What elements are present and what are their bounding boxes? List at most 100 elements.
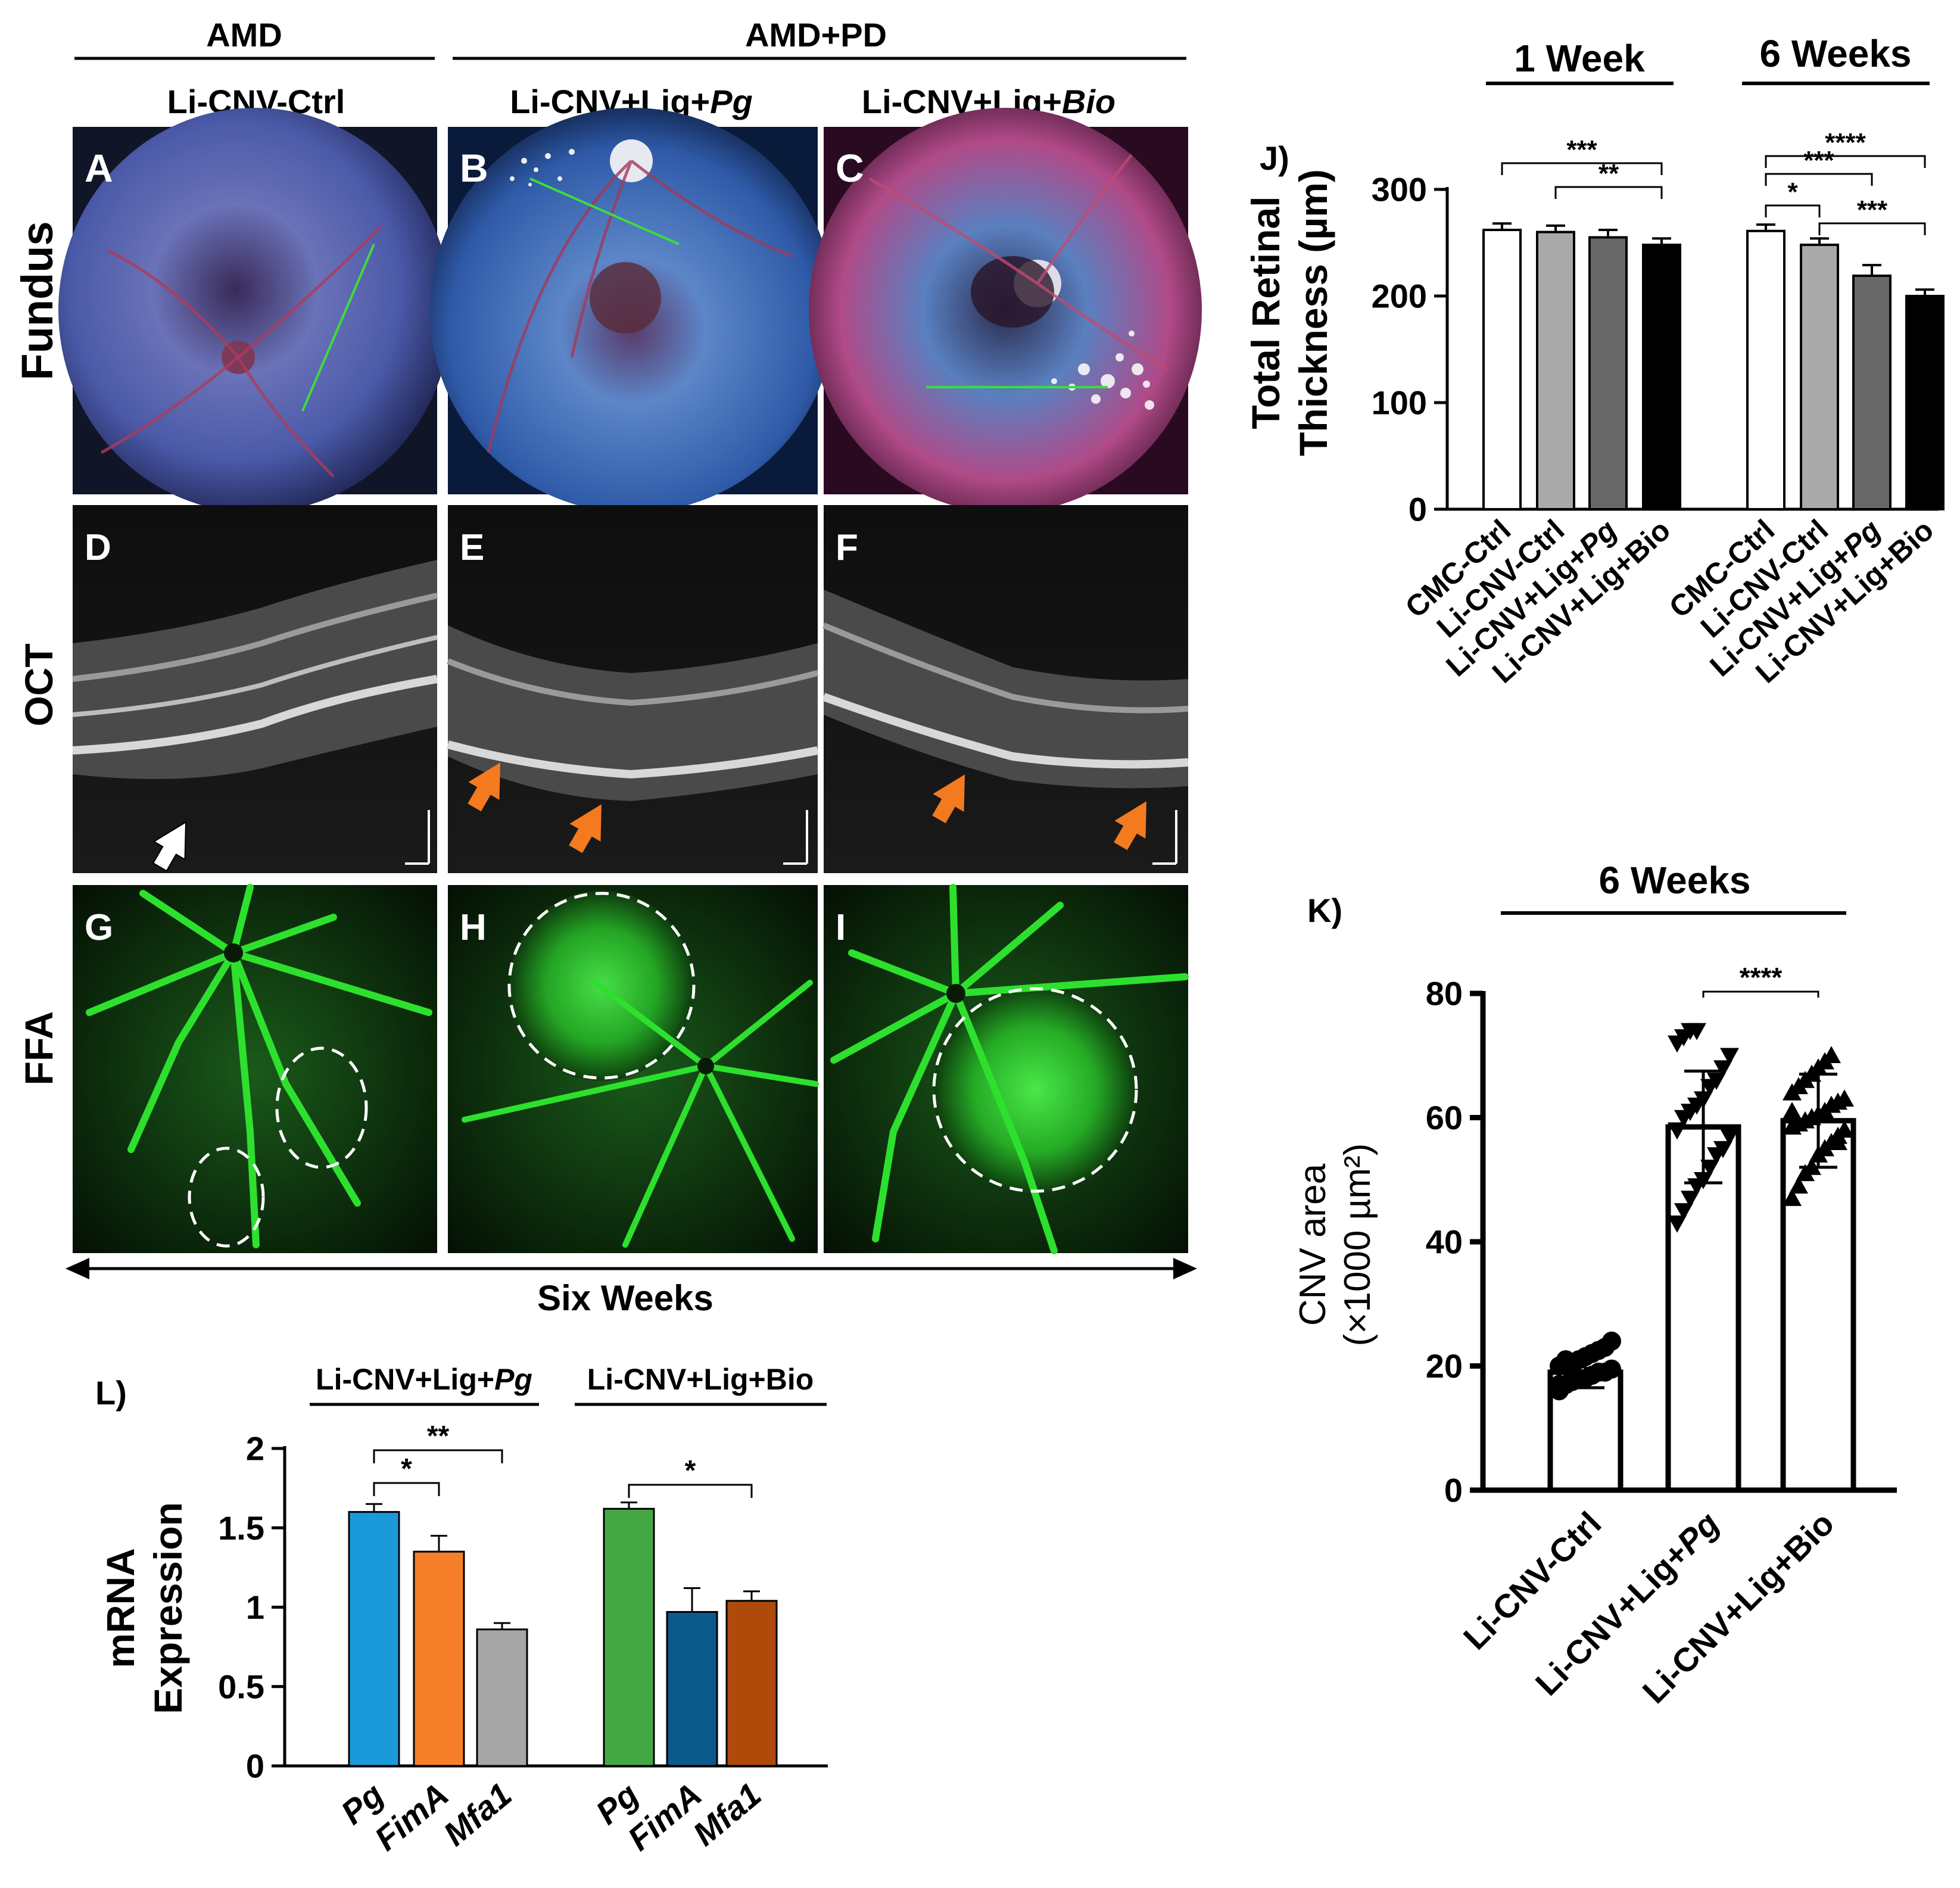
fundus-image-a: [58, 108, 451, 513]
data-point: [1720, 1048, 1739, 1065]
chart-k-ylabel-1: CNV area: [1292, 1163, 1333, 1326]
significance-bracket: [373, 1449, 503, 1463]
data-point: [1694, 1172, 1713, 1189]
ffa-image-i: [824, 884, 1189, 1254]
bar: [1800, 244, 1839, 510]
oct-image-e: [447, 505, 819, 873]
significance-label: ****: [1825, 128, 1866, 157]
fundus-image-b: [430, 108, 835, 513]
significance-bracket: [1818, 222, 1926, 235]
data-point: [1720, 1128, 1739, 1146]
data-point: [1668, 1215, 1687, 1233]
chart-l-panel-label: L): [95, 1374, 127, 1412]
chart-l-group-title-1: Li-CNV+Lig+Pg: [316, 1363, 532, 1396]
bar: [348, 1511, 400, 1767]
image-grid: AMD AMD+PD Li-CNV-Ctrl Li-CNV+Lig+Pg Li-…: [13, 16, 1202, 1318]
data-point: [1707, 1073, 1726, 1090]
y-tick-label: 0: [246, 1747, 264, 1785]
data-point: [1602, 1331, 1621, 1351]
bar: [1746, 229, 1785, 510]
oct-image-d: [72, 505, 438, 873]
data-point: [1602, 1359, 1621, 1379]
data-point: [1713, 1141, 1732, 1158]
timeline-label: Six Weeks: [537, 1278, 713, 1318]
bar: [603, 1507, 655, 1767]
chart-l-ylabel-2: Expression: [146, 1502, 190, 1714]
significance-bracket: [1765, 155, 1926, 168]
significance-bracket: [1554, 186, 1663, 199]
y-tick-label: 100: [1372, 384, 1427, 422]
y-tick-label: 1: [246, 1588, 264, 1626]
data-point: [1835, 1089, 1854, 1107]
row-label-fundus: Fundus: [13, 221, 62, 380]
panel-letter-f: F: [836, 527, 858, 568]
header-amd-pd: AMD+PD: [745, 16, 887, 54]
data-point: [1556, 1350, 1575, 1370]
bar: [413, 1550, 465, 1767]
y-tick-label: 1.5: [218, 1509, 264, 1547]
chart-l-ylabel-1: mRNA: [98, 1548, 142, 1668]
y-tick-label: 0.5: [218, 1668, 264, 1705]
x-category-label: Mfa1: [685, 1775, 768, 1853]
row-label-ffa: FFA: [17, 1011, 61, 1086]
panel-letter-b: B: [460, 146, 488, 190]
significance-bracket: [373, 1482, 440, 1496]
chart-k-title: 6 Weeks: [1599, 859, 1751, 902]
bar: [1482, 229, 1522, 510]
header-amd: AMD: [206, 16, 282, 54]
chart-k-cnv-area: K) 6 Weeks CNV area (×1000 µm²) 0 20 40 60 8…: [1292, 859, 1897, 1711]
significance-label: ***: [1857, 195, 1888, 225]
panel-letter-d: D: [85, 527, 111, 568]
significance-label: *: [685, 1455, 696, 1487]
y-tick-label: 0: [1444, 1472, 1463, 1509]
bar: [1588, 236, 1628, 510]
data-point: [1694, 1091, 1713, 1109]
ffa-image-h: [448, 885, 819, 1253]
significance-bracket: [1765, 173, 1873, 186]
significance-label: ***: [1803, 146, 1834, 175]
panel-letter-e: E: [460, 527, 484, 568]
chart-j-retinal-thickness: J) 1 Week 6 Weeks Total Retinal Thicknes…: [1244, 32, 1945, 690]
significance-label: **: [1598, 159, 1619, 188]
chart-j-group-title-2: 6 Weeks: [1760, 32, 1912, 75]
significance-bracket: [1765, 204, 1821, 217]
data-point: [1822, 1046, 1841, 1064]
bar: [1642, 244, 1681, 510]
panel-letter-h: H: [460, 907, 487, 948]
fundus-image-c: [809, 108, 1202, 513]
bar: [666, 1610, 718, 1767]
chart-l-group-title-2: Li-CNV+Lig+Bio: [587, 1363, 814, 1396]
x-category-label: FimA: [367, 1775, 456, 1858]
data-point: [1713, 1060, 1732, 1078]
y-tick-label: 200: [1372, 278, 1427, 315]
x-category-label: Mfa1: [436, 1775, 518, 1853]
bar: [476, 1628, 528, 1767]
bar: [725, 1600, 778, 1767]
panel-letter-g: G: [85, 907, 113, 948]
ffa-image-g: [73, 884, 437, 1253]
data-point: [1802, 1157, 1821, 1175]
chart-j-group-title-1: 1 Week: [1514, 37, 1645, 80]
bar: [1536, 230, 1575, 510]
chart-l-mrna-expression: L) Li-CNV+Lig+Pg Li-CNV+Lig+Bio mRNA Exp…: [95, 1363, 828, 1858]
chart-k-panel-label: K): [1307, 892, 1342, 929]
panel-letter-c: C: [836, 146, 864, 190]
data-point: [1783, 1189, 1802, 1206]
data-point: [1789, 1176, 1808, 1194]
panel-letter-a: A: [85, 146, 113, 190]
significance-bracket: [628, 1484, 753, 1498]
chart-j-panel-label: J): [1260, 139, 1289, 177]
y-tick-label: 20: [1426, 1347, 1463, 1385]
data-point: [1687, 1023, 1706, 1040]
significance-label: ***: [1566, 135, 1597, 164]
chart-k-ylabel-2: (×1000 µm²): [1337, 1144, 1378, 1347]
chart-j-ylabel-1: Total Retinal: [1244, 196, 1288, 429]
data-point: [1700, 1160, 1719, 1177]
y-tick-label: 80: [1426, 975, 1463, 1012]
y-tick-label: 0: [1409, 491, 1427, 528]
data-point: [1668, 1122, 1687, 1140]
significance-label: ****: [1740, 962, 1783, 993]
data-point: [1835, 1120, 1854, 1138]
y-tick-label: 300: [1372, 171, 1427, 208]
